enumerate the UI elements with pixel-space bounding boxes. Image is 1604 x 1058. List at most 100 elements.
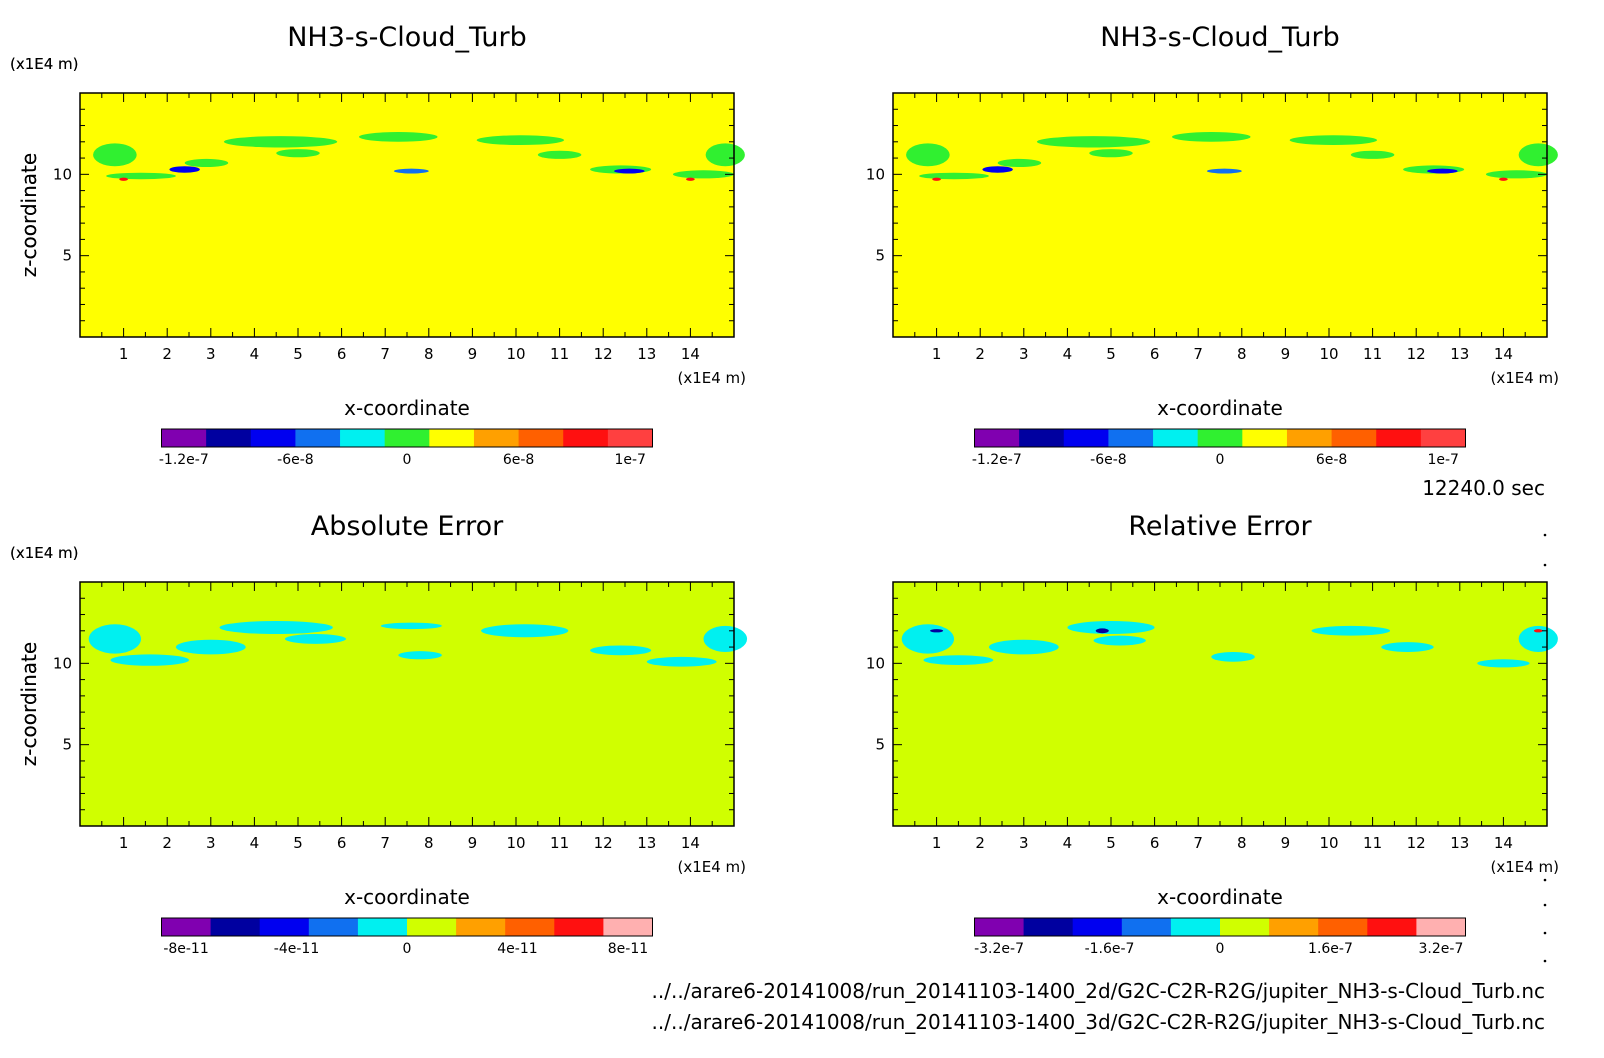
- x-tick-label: 14: [1494, 345, 1513, 363]
- contour-patch: [930, 629, 944, 633]
- colorbar-swatch: [161, 429, 207, 447]
- colorbar-swatch: [1318, 918, 1368, 936]
- colorbar-swatch: [974, 918, 1025, 936]
- x-tick-label: 8: [424, 345, 434, 363]
- contour-patch: [119, 177, 128, 181]
- y-tick-label: 10: [53, 165, 72, 183]
- plot-area: [80, 93, 734, 337]
- colorbar-swatch: [1072, 918, 1123, 936]
- x-tick-label: 11: [550, 834, 569, 852]
- colorbar: -1.2e-7 -6e-8 0 6e-8 1e-7: [159, 428, 653, 468]
- x-tick-label: 9: [1281, 834, 1291, 852]
- x-tick-label: 12: [594, 834, 613, 852]
- contour-patch: [380, 622, 442, 630]
- colorbar-label: 0: [1216, 941, 1225, 957]
- colorbar-swatch: [1220, 918, 1270, 936]
- panel-1: NH3-s-Cloud_Turb(x1E4 m)1 2 3 4 5 6 7 8 9 10 11 12 1…: [10, 22, 746, 468]
- contour-patch: [919, 172, 989, 180]
- colorbar-frame: [974, 428, 1466, 448]
- z-unit-label: (x1E4 m): [10, 55, 79, 73]
- contour-patch: [988, 639, 1059, 655]
- colorbar-frame: [974, 917, 1466, 937]
- colorbar-swatch: [456, 918, 506, 936]
- x-tick-label: 7: [380, 345, 390, 363]
- x-tick-label: 11: [550, 345, 569, 363]
- y-tick-label: 5: [62, 247, 72, 265]
- colorbar-swatch: [1023, 918, 1074, 936]
- colorbar-swatch: [1242, 429, 1288, 447]
- contour-patch: [1533, 629, 1543, 633]
- margin-dot: [1543, 533, 1547, 537]
- contour-patch: [1067, 621, 1155, 635]
- colorbar-label: 1.6e-7: [1308, 941, 1353, 957]
- panel-2: NH3-s-Cloud_Turb(x1E4 m)1 2 3 4 5 6 7 8 9 10 11 12 1…: [10, 22, 1559, 468]
- colorbar-label: 0: [403, 941, 412, 957]
- x-tick-label: 13: [637, 834, 656, 852]
- x-tick-label: 9: [1281, 345, 1291, 363]
- x-tick-label: 7: [1193, 834, 1203, 852]
- contour-patch: [686, 177, 695, 181]
- colorbar-label: -8e-11: [163, 941, 208, 957]
- x-unit-label: (x1E4 m): [677, 369, 746, 387]
- x-tick-label: 10: [1319, 345, 1338, 363]
- x-tick-label: 13: [637, 345, 656, 363]
- x-tick-label: 6: [337, 345, 347, 363]
- chart-title: Absolute Error: [311, 511, 504, 542]
- y-axis-label: z-coordinate: [17, 642, 41, 766]
- x-unit-label: (x1E4 m): [677, 858, 746, 876]
- x-tick-label: 14: [681, 345, 700, 363]
- colorbar-swatch: [1063, 429, 1109, 447]
- colorbar: -3.2e-7 -1.6e-7 0 1.6e-7 3.2e-7: [974, 917, 1466, 957]
- contour-patch: [997, 158, 1042, 168]
- colorbar-swatch: [518, 429, 564, 447]
- colorbar-swatch: [473, 429, 520, 447]
- contour-patch: [1485, 170, 1547, 179]
- x-tick-label: 10: [506, 345, 525, 363]
- colorbar-label: 6e-8: [1316, 452, 1347, 468]
- x-tick-label: 4: [250, 834, 260, 852]
- colorbar-label: 1e-7: [614, 452, 645, 468]
- colorbar-swatch: [1420, 429, 1466, 447]
- contour-patch: [88, 624, 142, 654]
- colorbar-swatch: [206, 429, 252, 447]
- colorbar-swatch: [429, 429, 475, 447]
- colorbar-label: 8e-11: [608, 941, 648, 957]
- colorbar-swatch: [1019, 429, 1065, 447]
- colorbar-swatch: [308, 918, 359, 936]
- x-tick-label: 12: [1407, 834, 1426, 852]
- colorbar-swatch: [295, 429, 341, 447]
- y-tick-label: 5: [62, 736, 72, 754]
- y-axis-label: z-coordinate: [17, 153, 41, 277]
- x-tick-label: 1: [932, 345, 942, 363]
- field-features: [906, 132, 1558, 181]
- colorbar-swatch: [1416, 918, 1466, 936]
- margin-dot: [1543, 931, 1547, 935]
- colorbar-swatch: [210, 918, 261, 936]
- colorbar-swatch: [1197, 429, 1243, 447]
- x-unit-label: (x1E4 m): [1490, 369, 1559, 387]
- contour-patch: [1350, 150, 1395, 159]
- x-tick-label: 1: [119, 834, 129, 852]
- margin-dot: [1543, 878, 1547, 882]
- z-unit-label: (x1E4 m): [10, 55, 79, 73]
- colorbar-label: 0: [403, 452, 412, 468]
- y-axis-label: z-coordinate: [17, 153, 41, 277]
- x-tick-label: 6: [1150, 345, 1160, 363]
- colorbar-frame: [161, 917, 653, 937]
- time-label: 12240.0 sec: [1422, 476, 1545, 500]
- x-axis-label: x-coordinate: [1157, 396, 1283, 420]
- contour-patch: [1381, 642, 1434, 652]
- colorbar-label: 4e-11: [497, 941, 537, 957]
- x-tick-label: 6: [337, 834, 347, 852]
- plot-area: [893, 93, 1547, 337]
- contour-patch: [219, 621, 333, 635]
- field-features: [88, 621, 748, 667]
- colorbar-label: -6e-8: [277, 452, 314, 468]
- z-unit-label: (x1E4 m): [10, 544, 79, 562]
- contour-patch: [1089, 149, 1133, 158]
- x-tick-label: 10: [506, 834, 525, 852]
- x-tick-label: 13: [1450, 834, 1469, 852]
- colorbar-label: -1.2e-7: [972, 452, 1022, 468]
- x-axis-label: x-coordinate: [1157, 885, 1283, 909]
